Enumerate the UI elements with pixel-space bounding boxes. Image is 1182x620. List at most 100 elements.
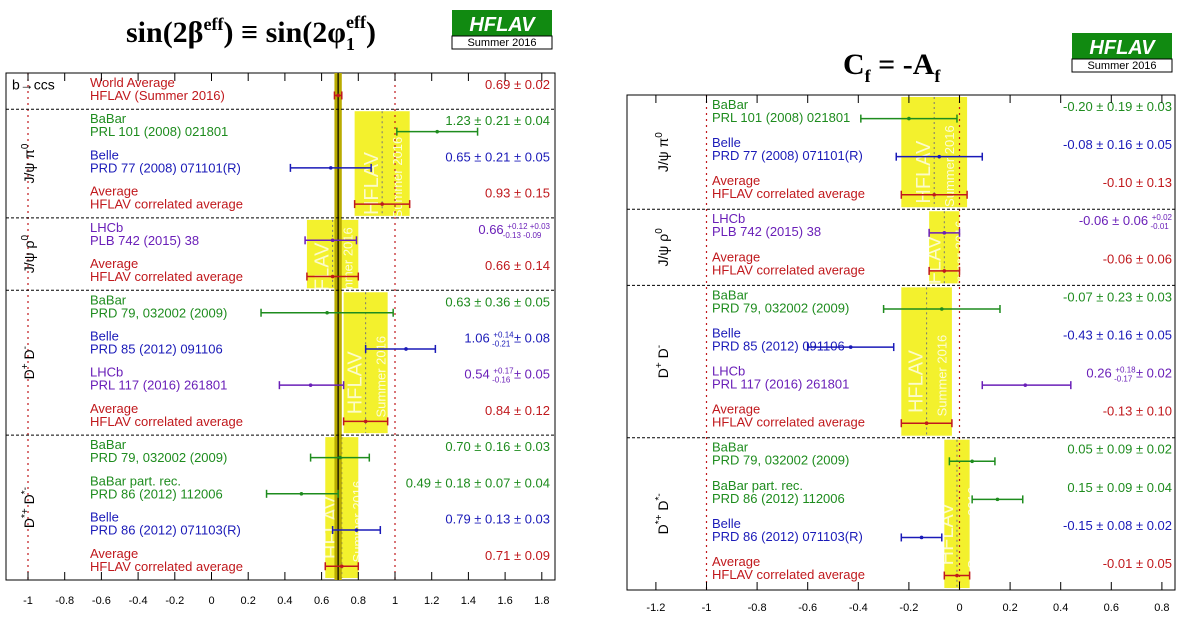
data-point (363, 419, 368, 424)
data-point (924, 421, 929, 426)
measurement-experiment: World Average (90, 75, 175, 90)
measurement-experiment: Belle (90, 510, 119, 525)
measurement-reference: PRD 86 (2012) 071103(R) (90, 523, 241, 538)
value-tail: ± 0.02 (1132, 366, 1172, 381)
measurement-value: 0.79 ± 0.13 ± 0.03 (445, 512, 550, 527)
data-point (955, 573, 959, 578)
mode-main: D (21, 349, 37, 363)
logo-season-box (1071, 58, 1173, 73)
x-tick-label: -0.6 (92, 595, 111, 607)
measurement-reference: PRD 77 (2008) 071101(R) (712, 148, 863, 163)
data-point (339, 564, 344, 569)
measurement-experiment: Belle (712, 516, 741, 531)
measurement-experiment: LHCb (90, 365, 123, 380)
x-tick-label: 1.4 (461, 595, 476, 607)
value-err-down: -0.21 (492, 340, 511, 349)
x-tick-label: 1 (392, 595, 398, 607)
value-err-up: +0.12 +0.03 (507, 222, 550, 231)
band-watermark-season: Summer 2016 (942, 125, 957, 207)
logo-background (452, 10, 552, 36)
measurement-value: -0.07 ± 0.23 ± 0.03 (1063, 289, 1172, 304)
measurement-reference: PRD 79, 032002 (2009) (90, 305, 227, 320)
measurement-value: -0.06 ± 0.06 +0.02 -0.01 (1079, 213, 1173, 231)
measurement-value: 0.66 ± 0.14 (485, 258, 550, 273)
value-main: 1.06 (464, 331, 493, 346)
band-watermark-season: Summer 2016 (952, 220, 967, 302)
value-err-up: +0.02 (1152, 213, 1173, 222)
measurement-value: -0.43 ± 0.16 ± 0.05 (1063, 327, 1172, 342)
measurement-value: 0.70 ± 0.16 ± 0.03 (445, 439, 550, 454)
measurement-experiment: BaBar (712, 440, 749, 455)
measurement-value: 0.15 ± 0.09 ± 0.04 (1067, 480, 1172, 495)
measurement-reference: PRD 79, 032002 (2009) (90, 450, 227, 465)
x-tick-label: -0.2 (165, 595, 184, 607)
x-tick-label: 0.8 (1154, 602, 1169, 614)
measurement-value: -0.06 ± 0.06 (1103, 251, 1172, 266)
average-band (901, 287, 952, 436)
measurement-experiment: BaBar (90, 437, 127, 452)
measurement-experiment: Belle (90, 329, 119, 344)
measurement-reference: PRD 85 (2012) 091106 (90, 342, 223, 357)
x-tick-label: 1.8 (534, 595, 549, 607)
x-tick-label: -0.4 (849, 602, 868, 614)
band-watermark-main: HFLAV (936, 502, 958, 566)
data-point (919, 535, 924, 540)
data-point (848, 345, 853, 349)
mode-main: D (21, 494, 37, 508)
logo-name: HFLAV (469, 14, 536, 36)
value-err-down: -0.01 (1151, 222, 1170, 231)
title-sup: eff (204, 14, 225, 34)
value-main: 0.26 (1086, 366, 1115, 381)
mode-sup: *- (20, 487, 31, 494)
data-point (330, 238, 335, 243)
x-tick-label: 0.6 (1104, 602, 1119, 614)
measurement-reference: PRD 86 (2012) 071103(R) (712, 529, 863, 544)
measurement-value: 1.06 +0.14 -0.21 ± 0.08 (464, 331, 550, 349)
mode-main: D (655, 348, 671, 362)
average-band (944, 439, 970, 588)
x-tick-label: 0 (956, 602, 962, 614)
measurement-experiment: Average (712, 402, 760, 417)
band-watermark-main: HFLAV (906, 349, 928, 413)
measurement-value: -0.20 ± 0.19 ± 0.03 (1063, 99, 1172, 114)
mode-main: D (21, 518, 37, 528)
data-point (435, 129, 440, 134)
mode-main: D (655, 368, 671, 378)
measurement-reference: PRD 86 (2012) 112006 (712, 491, 845, 506)
measurement-reference: HFLAV correlated average (90, 414, 243, 429)
mode-sup: *+ (654, 514, 665, 524)
logo-season: Summer 2016 (1087, 60, 1156, 72)
measurement-reference: PRL 117 (2016) 261801 (712, 377, 849, 392)
data-point (995, 497, 1000, 502)
measurement-experiment: BaBar (712, 97, 749, 112)
data-point (1023, 383, 1028, 387)
decay-mode-label: D*+ D*- (20, 487, 37, 528)
measurement-value: -0.08 ± 0.16 ± 0.05 (1063, 137, 1172, 152)
mode-sup: *- (654, 493, 665, 500)
mode-main: J/ψ π (21, 149, 37, 184)
title-part: ) ≡ sin(2φ (223, 16, 346, 49)
band-watermark-season: Summer 2016 (341, 227, 356, 309)
data-point (299, 492, 304, 496)
measurement-experiment: BaBar (90, 292, 127, 307)
measurement-reference: HFLAV correlated average (90, 559, 243, 574)
band-watermark-main: HFLAV (923, 235, 945, 299)
average-band (354, 111, 410, 216)
measurement-value: -0.15 ± 0.08 ± 0.02 (1063, 518, 1172, 533)
band-watermark-main: HFLAV (913, 140, 935, 204)
measurement-experiment: BaBar (712, 287, 749, 302)
measurement-reference: PRL 101 (2008) 021801 (712, 110, 850, 125)
value-main: 0.54 (464, 367, 493, 382)
band-watermark-main: HFLAV (312, 242, 334, 306)
band-watermark-season: Summer 2016 (374, 336, 389, 418)
mode-main: J/ψ ρ (655, 234, 671, 267)
band-watermark-season: Summer 2016 (935, 335, 950, 417)
value-err-down: -0.17 (1114, 375, 1133, 384)
mode-sup: 0 (654, 228, 665, 234)
x-tick-label: -1 (702, 602, 712, 614)
value-err-down: -0.13 -0.09 (503, 231, 542, 240)
mode-sup: 0 (654, 132, 665, 138)
band-watermark-season: Summer 2016 (390, 137, 405, 219)
measurement-reference: HFLAV correlated average (90, 197, 243, 212)
